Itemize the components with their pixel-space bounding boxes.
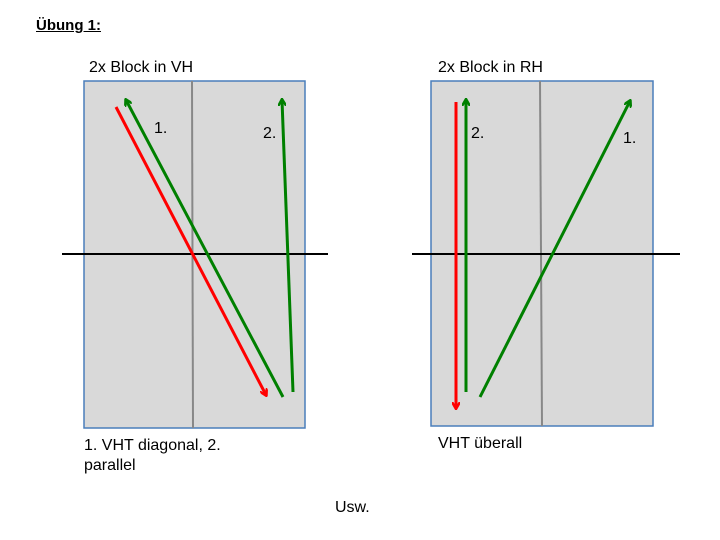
panel-caption: VHT überall (438, 435, 523, 452)
arrow-label: 1. (154, 120, 168, 137)
arrow-green (126, 100, 285, 398)
arrow-label: 2. (263, 125, 277, 142)
arrow-label: 1. (623, 130, 637, 147)
arrow-label: 2. (471, 125, 485, 142)
arrow-red (114, 106, 266, 395)
panel-right (412, 80, 680, 427)
arrow-green (282, 100, 295, 393)
footer: Usw. (335, 499, 370, 516)
panel-heading: 2x Block in RH (438, 59, 543, 76)
title: Übung 1: (36, 17, 101, 34)
arrow-green (478, 101, 630, 398)
panel-caption: 1. VHT diagonal, 2. parallel (84, 437, 221, 474)
panel-heading: 2x Block in VH (89, 59, 194, 76)
panel-left (62, 80, 328, 429)
